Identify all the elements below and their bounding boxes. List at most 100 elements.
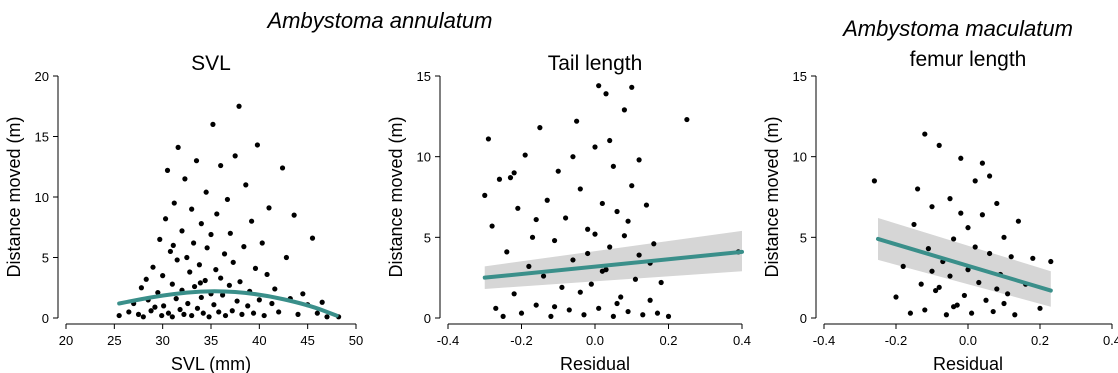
data-point (922, 131, 928, 137)
data-point (654, 310, 661, 316)
data-point (211, 302, 217, 308)
data-point (232, 153, 238, 159)
x-tick-label: 0.4 (1103, 333, 1118, 348)
data-point (189, 312, 195, 319)
data-point (614, 208, 620, 215)
panel-title: Tail length (548, 52, 643, 75)
y-tick-label: 15 (793, 69, 807, 84)
data-point (169, 281, 175, 287)
fit-line (117, 289, 339, 318)
data-point (581, 312, 587, 318)
data-point (143, 276, 149, 282)
data-point (958, 155, 964, 161)
y-tick-label: 15 (35, 130, 49, 145)
data-point (640, 312, 646, 318)
data-point (972, 244, 978, 250)
data-point (958, 210, 964, 216)
data-point (227, 230, 233, 236)
data-point (607, 244, 613, 250)
data-point (173, 296, 179, 302)
y-axis-label: Distance moved (m) (386, 116, 406, 277)
data-point (1012, 312, 1018, 318)
data-point (266, 205, 272, 211)
data-point (319, 299, 325, 305)
data-point (194, 305, 201, 311)
data-point (184, 254, 190, 261)
data-point (189, 206, 195, 212)
data-point (152, 304, 158, 310)
scatter-panel-2: Tail length 0 5 10 15 -0.4 -0.2 0.0 0.2 0.4 Residu… (386, 52, 751, 373)
fit-line (482, 249, 744, 280)
x-tick-label: 45 (300, 333, 314, 348)
data-point (599, 268, 605, 274)
data-point (216, 309, 222, 315)
y-tick-label: 15 (417, 69, 431, 84)
scatter-panel-1: SVL 0 5 10 15 20 20 25 30 35 40 45 50 SVL (mm) Distanc… (4, 52, 363, 373)
y-tick-label: 10 (35, 190, 49, 205)
data-point (922, 307, 928, 313)
data-point (170, 242, 176, 248)
data-point (969, 310, 975, 316)
data-point (599, 200, 605, 207)
data-point (610, 163, 616, 169)
species-label-annulatum: Ambystoma annulatum (266, 8, 493, 33)
x-tick-label: 0.2 (1031, 333, 1049, 348)
data-point (537, 125, 543, 131)
data-point (596, 83, 602, 89)
x-tick-label: 0.0 (586, 333, 604, 348)
data-point (522, 152, 528, 158)
data-point (196, 262, 202, 268)
data-point (197, 280, 203, 286)
data-point (208, 231, 214, 238)
data-point (574, 118, 580, 124)
data-point (1001, 300, 1007, 307)
data-point (198, 221, 204, 227)
data-point (566, 307, 572, 313)
data-point (174, 257, 180, 263)
data-point (218, 162, 224, 169)
data-point (206, 314, 212, 320)
data-point (224, 196, 231, 203)
data-point (918, 281, 924, 287)
data-point (951, 236, 957, 242)
data-point (214, 211, 220, 217)
data-point (264, 271, 270, 278)
data-point (979, 212, 986, 218)
data-point (618, 294, 624, 300)
data-point (551, 237, 558, 244)
data-point (210, 121, 216, 127)
data-point (213, 267, 219, 273)
y-axis-label: Distance moved (m) (4, 116, 24, 277)
data-point (155, 289, 161, 296)
data-point (203, 189, 209, 195)
data-point (665, 313, 672, 319)
data-point (269, 300, 275, 307)
data-point (994, 200, 1000, 207)
data-point (625, 308, 631, 315)
data-point (171, 200, 177, 206)
data-point (324, 314, 330, 320)
data-point (555, 168, 561, 174)
data-point (148, 308, 154, 314)
data-point (493, 305, 499, 311)
y-tick-label: 0 (42, 311, 49, 326)
data-point (614, 300, 620, 307)
data-point (900, 263, 906, 269)
data-point (570, 154, 576, 160)
data-point (150, 264, 156, 270)
data-point (250, 310, 257, 316)
data-point (947, 196, 953, 202)
data-point (987, 173, 993, 179)
data-point (911, 221, 917, 228)
data-point (239, 311, 245, 317)
data-point (300, 291, 306, 297)
data-point (987, 250, 993, 257)
data-point (990, 308, 996, 315)
data-point (1008, 254, 1014, 260)
data-point (929, 204, 935, 210)
x-tick-label: -0.4 (813, 333, 835, 348)
x-tick-label: 0.2 (659, 333, 677, 348)
data-point (994, 286, 1000, 292)
data-point (252, 265, 259, 271)
